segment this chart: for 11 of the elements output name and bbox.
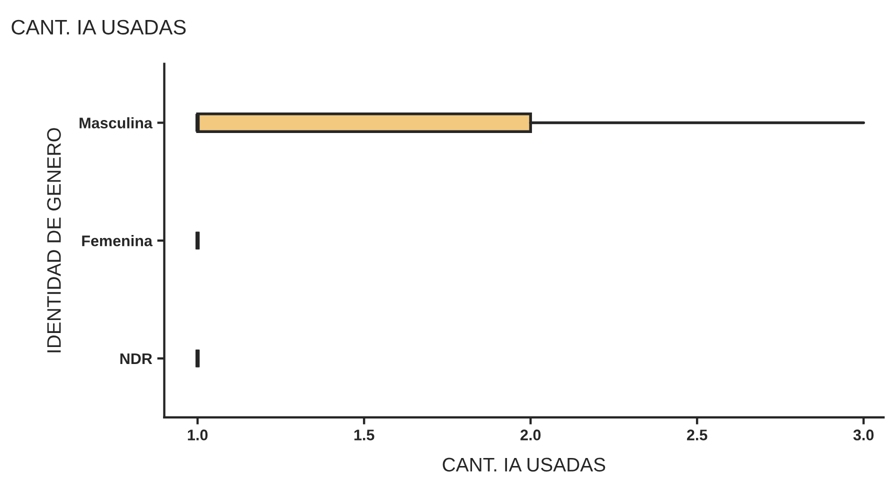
y-axis-title: IDENTIDAD DE GENERO xyxy=(47,128,61,352)
y-tick-label: Masculina xyxy=(80,117,153,128)
x-tick-label: 2.0 xyxy=(520,430,541,440)
x-axis-title: CANT. IA USADAS xyxy=(442,458,606,472)
x-tick-label: 1.0 xyxy=(188,430,208,440)
x-tick-label: 2.5 xyxy=(686,430,708,440)
chart-title: CANT. IA USADAS xyxy=(12,20,186,35)
y-tick-label: Femenina xyxy=(82,235,153,246)
x-tick-label: 1.5 xyxy=(354,430,374,440)
y-tick-label: NDR xyxy=(120,353,152,364)
x-tick-label: 3.0 xyxy=(853,430,874,440)
